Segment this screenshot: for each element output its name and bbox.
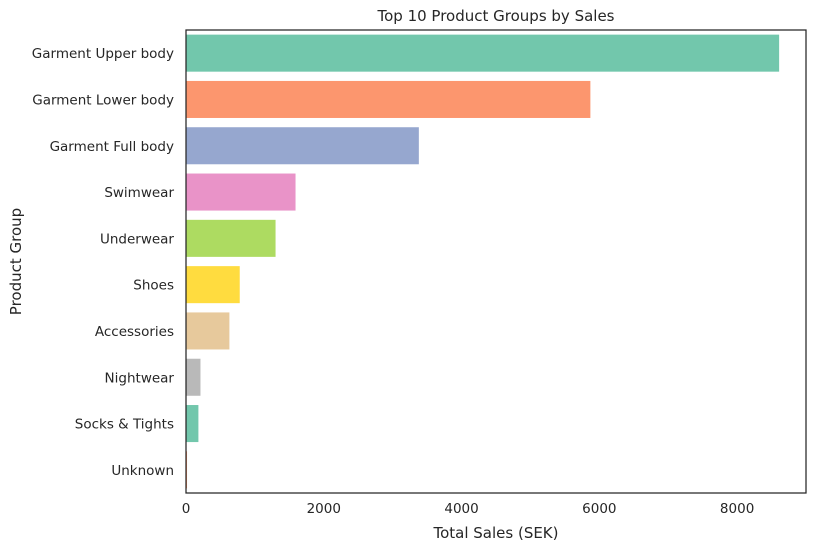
bar-accessories xyxy=(186,312,230,350)
y-tick-label: Accessories xyxy=(95,324,174,340)
bar-shoes xyxy=(186,266,240,304)
x-tick-label: 8000 xyxy=(720,501,754,517)
x-tick-label: 0 xyxy=(182,501,191,517)
bar-garment-upper-body xyxy=(186,34,780,72)
y-tick-labels: Garment Upper body Garment Lower body Garm… xyxy=(32,46,175,479)
y-tick-label: Garment Upper body xyxy=(32,46,174,62)
bar-garment-full-body xyxy=(186,127,419,165)
x-tick-label: 2000 xyxy=(307,501,341,517)
bars-layer xyxy=(186,34,780,489)
bar-swimwear xyxy=(186,173,296,211)
y-tick-label: Nightwear xyxy=(105,370,175,386)
y-tick-label: Unknown xyxy=(111,463,174,479)
x-tick-labels: 0 2000 4000 6000 8000 xyxy=(182,501,755,517)
bar-nightwear xyxy=(186,358,201,396)
y-tick-label: Shoes xyxy=(133,278,174,294)
x-tick-label: 6000 xyxy=(582,501,616,517)
y-tick-label: Swimwear xyxy=(104,185,174,201)
x-axis-title: Total Sales (SEK) xyxy=(432,524,558,542)
bar-garment-lower-body xyxy=(186,80,591,118)
chart-title: Top 10 Product Groups by Sales xyxy=(377,7,615,25)
y-tick-label: Garment Full body xyxy=(50,139,174,155)
plot-frame xyxy=(185,29,807,494)
bar-socks-tights xyxy=(186,405,199,443)
x-tick-label: 4000 xyxy=(444,501,478,517)
bar-underwear xyxy=(186,219,276,257)
y-axis-title: Product Group xyxy=(7,208,25,315)
y-tick-label: Socks & Tights xyxy=(75,417,174,433)
y-tick-label: Underwear xyxy=(100,231,174,247)
y-tick-label: Garment Lower body xyxy=(32,92,174,108)
